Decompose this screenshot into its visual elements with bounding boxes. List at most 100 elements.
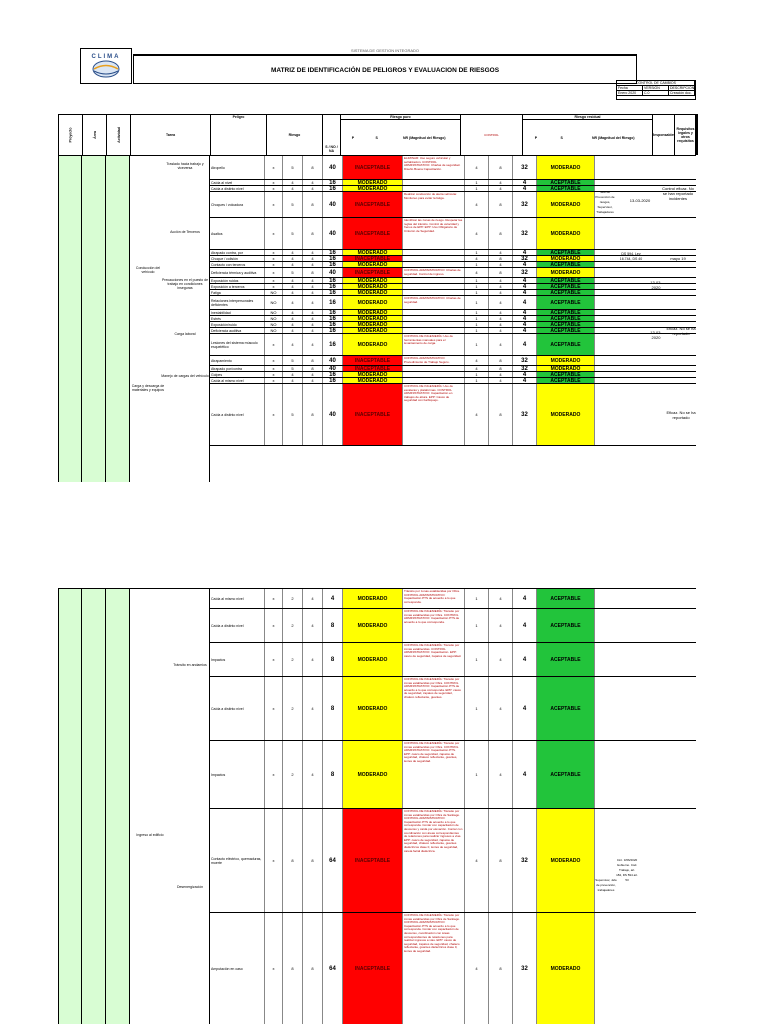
cell-rnr: 4 <box>513 284 537 289</box>
col-riesgo: Riesgo <box>267 115 323 155</box>
cell-nr: 40 <box>323 268 343 277</box>
cell-rs: 8 <box>489 356 513 365</box>
cell-rs: 4 <box>489 180 513 185</box>
cell-p: 5 <box>283 366 303 371</box>
table-row: Caída a distinto nivel x 2 4 8 MODERADO CONTRO… <box>209 677 696 741</box>
cell-nr: 8 <box>323 741 343 808</box>
cell-rlvl: MODERADO <box>537 156 595 179</box>
cell-rlvl: ACEPTABLE <box>537 310 595 315</box>
cell-rs: 4 <box>489 589 513 608</box>
cell-lvl: MODERADO <box>343 284 403 289</box>
cell-lvl: MODERADO <box>343 677 403 740</box>
cell-ctrl <box>403 250 465 255</box>
cell-x: x <box>265 218 283 249</box>
cell-rlvl: ACEPTABLE <box>537 677 595 740</box>
cell-p: 4 <box>283 278 303 283</box>
cell-lvl: MODERADO <box>343 741 403 808</box>
cell-rlvl: ACEPTABLE <box>537 180 595 185</box>
cell-lvl: INACEPTABLE <box>343 156 403 179</box>
cell-rnr: 4 <box>513 290 537 295</box>
table-row: Caída al mismo nivel x 2 4 4 MODERADO Tránsito… <box>209 589 696 609</box>
cell-rnr: 32 <box>513 192 537 217</box>
cell-p: 4 <box>283 334 303 355</box>
cell-lvl: INACEPTABLE <box>343 913 403 1024</box>
table-row: Atropello x 5 8 40 INACEPTABLE ELIMINAR: Uso s… <box>209 156 696 180</box>
cell-nr: 16 <box>323 322 343 327</box>
cell-riesgo: Impactos <box>209 643 265 676</box>
cell-rp: 1 <box>465 296 489 309</box>
cell-rs: 8 <box>489 256 513 261</box>
control-col-descripcion: DESCRIPCIÓN <box>670 86 695 90</box>
cell-rlvl: ACEPTABLE <box>537 262 595 267</box>
cell-s: 4 <box>303 180 323 185</box>
cell-nr: 16 <box>323 250 343 255</box>
cell-riesgo: Inestabilidad <box>209 310 265 315</box>
table-row: Caída al mismo nivel x 4 4 16 MODERADO 1 4 4 ACEP… <box>209 378 696 384</box>
proyecto-column <box>58 156 82 482</box>
cell-p: 4 <box>283 186 303 191</box>
cell-ctrl: Realizar conducción de alerta vehicular.… <box>403 192 465 217</box>
col-controles: CONTROL <box>461 115 523 155</box>
cell-lvl: MODERADO <box>343 250 403 255</box>
tarea-column: Conducción del vehículo Carga y descarga… <box>130 156 210 482</box>
page-title: MATRIZ DE IDENTIFICACIÓN DE PELIGROS Y E… <box>133 55 637 84</box>
cell-lvl: MODERADO <box>343 334 403 355</box>
cell-s: 4 <box>303 372 323 377</box>
table-row: Atrapado contra, por x 4 4 16 MODERADO 1 4 4 ACEP… <box>209 250 696 256</box>
col-si-no: S / NO / NA <box>323 115 341 155</box>
cell-riesgo: Caída a distinto nivel <box>209 384 265 445</box>
cell-ctrl <box>403 366 465 371</box>
cell-rlvl: ACEPTABLE <box>537 284 595 289</box>
cell-rs: 8 <box>489 268 513 277</box>
task-desenergizacion: Desenergización <box>176 885 204 889</box>
cell-rs: 4 <box>489 310 513 315</box>
cell-ctrl <box>403 180 465 185</box>
cell-lvl: INACEPTABLE <box>343 366 403 371</box>
peligro-column: Traslado hacia trabajo y viceversa Acció… <box>160 156 210 482</box>
requisitos-top: DS 594, Ley 16.744, DS 40 <box>619 252 643 261</box>
cell-x: x <box>265 609 283 642</box>
cell-s: 4 <box>303 378 323 383</box>
cell-riesgo: Caída a distinto nivel <box>209 609 265 642</box>
cell-s: 4 <box>303 262 323 267</box>
cell-ctrl: CONTROL ADMINISTRATIVO: Procedimiento de… <box>403 356 465 365</box>
cell-nr: 40 <box>323 356 343 365</box>
cell-rlvl: MODERADO <box>537 192 595 217</box>
cell-s: 8 <box>303 218 323 249</box>
responsables-bottom: Supervisor, Jefe de prevención, trabajad… <box>595 878 617 892</box>
cell-x: x <box>265 250 283 255</box>
cell-ctrl: CONTROL DE INGENIERÍA: Uso de herramient… <box>403 334 465 355</box>
cell-rp: 4 <box>465 913 489 1024</box>
control-col-version: VERSIÓN <box>643 86 669 90</box>
cell-ctrl <box>403 262 465 267</box>
cell-p: 5 <box>283 384 303 445</box>
cell-rnr: 4 <box>513 609 537 642</box>
table-row: Exposición a terceros x 4 4 16 MODERADO 1 4 4 ACE… <box>209 284 696 290</box>
cell-lvl: MODERADO <box>343 316 403 321</box>
cell-rnr: 4 <box>513 328 537 333</box>
col-riesgo-puro: Riesgo puro P S NR (Magnitud del Riesgo) <box>341 115 461 155</box>
cell-riesgo: Atrapamiento <box>209 356 265 365</box>
table-row: Contacto con terceros x 4 4 16 MODERADO 1 4 4 ACE… <box>209 262 696 268</box>
cell-rs: 4 <box>489 378 513 383</box>
cell-rs: 4 <box>489 328 513 333</box>
cell-p: 4 <box>283 328 303 333</box>
cell-lvl: MODERADO <box>343 589 403 608</box>
cell-s: 8 <box>303 366 323 371</box>
cell-nr: 8 <box>323 677 343 740</box>
cell-rlvl: MODERADO <box>537 384 595 445</box>
header-end <box>696 114 698 116</box>
cell-x: x <box>265 180 283 185</box>
cell-lvl: MODERADO <box>343 372 403 377</box>
cell-rp: 1 <box>465 316 489 321</box>
task-precauciones: Precauciones en el puesto de trabajo en … <box>161 278 209 290</box>
responsables-top: Jefe de Prevención de riesgos, Superviso… <box>595 190 615 214</box>
cell-riesgo: Contacto eléctrico, quemaduras, muerte <box>209 809 265 912</box>
cell-rlvl: ACEPTABLE <box>537 334 595 355</box>
cell-lvl: INACEPTABLE <box>343 268 403 277</box>
cell-ctrl: CONTROL DE INGENIERÍA: Tránsito por zona… <box>403 741 465 808</box>
cell-rlvl: ACEPTABLE <box>537 322 595 327</box>
table-row: Deficiencia térmica y auditiva x 5 8 40 INACE… <box>209 268 696 278</box>
cell-rs: 8 <box>489 366 513 371</box>
cell-rnr: 4 <box>513 278 537 283</box>
